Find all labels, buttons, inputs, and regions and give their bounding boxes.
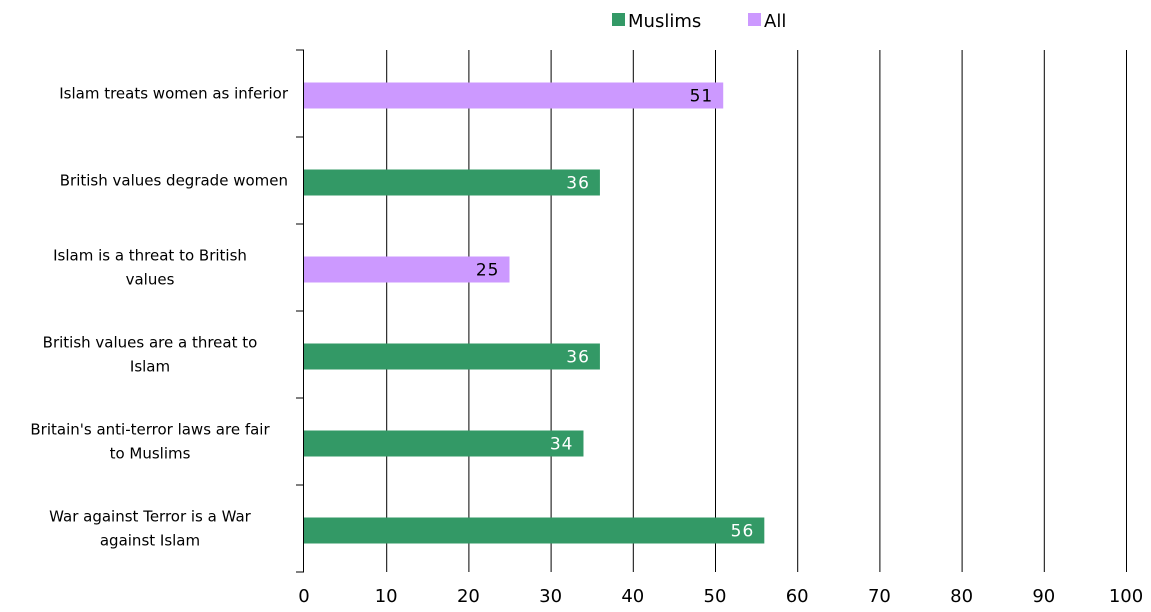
- category-label: to Muslims: [110, 445, 191, 463]
- x-tick-label: 80: [950, 586, 973, 607]
- legend-swatch-all: [748, 13, 761, 26]
- data-label: 34: [550, 435, 574, 455]
- category-label: values: [126, 271, 175, 289]
- x-tick-label: 20: [457, 586, 480, 607]
- data-label: 25: [476, 261, 500, 281]
- category-label: Britain's anti-terror laws are fair: [30, 421, 270, 439]
- x-tick-label: 40: [621, 586, 644, 607]
- legend-swatch-muslims: [612, 13, 625, 26]
- data-label: 51: [690, 87, 714, 107]
- x-tick-label: 10: [375, 586, 398, 607]
- x-tick-label: 0: [298, 586, 309, 607]
- category-label: Islam treats women as inferior: [59, 85, 289, 103]
- category-label: British values degrade women: [60, 172, 288, 190]
- bar-muslims-3: [304, 343, 600, 370]
- bar-all-0: [304, 82, 724, 109]
- bar-muslims-1: [304, 169, 600, 196]
- category-label: War against Terror is a War: [49, 508, 252, 526]
- category-label: Islam: [130, 358, 170, 376]
- x-tick-label: 100: [1109, 586, 1143, 607]
- bar-muslims-4: [304, 430, 584, 457]
- x-tick-label: 50: [704, 586, 727, 607]
- x-tick-label: 60: [786, 586, 809, 607]
- category-label: against Islam: [100, 532, 200, 550]
- legend-label-muslims: Muslims: [628, 11, 701, 32]
- data-label: 36: [566, 174, 590, 194]
- x-tick-label: 90: [1032, 586, 1055, 607]
- data-label: 36: [566, 348, 590, 368]
- x-tick-label: 70: [868, 586, 891, 607]
- bar-muslims-5: [304, 517, 765, 544]
- x-tick-label: 30: [539, 586, 562, 607]
- category-label: Islam is a threat to British: [53, 247, 247, 265]
- legend-label-all: All: [764, 11, 786, 32]
- data-label: 56: [731, 522, 755, 542]
- category-label: British values are a threat to: [43, 334, 258, 352]
- bar-all-2: [304, 256, 510, 283]
